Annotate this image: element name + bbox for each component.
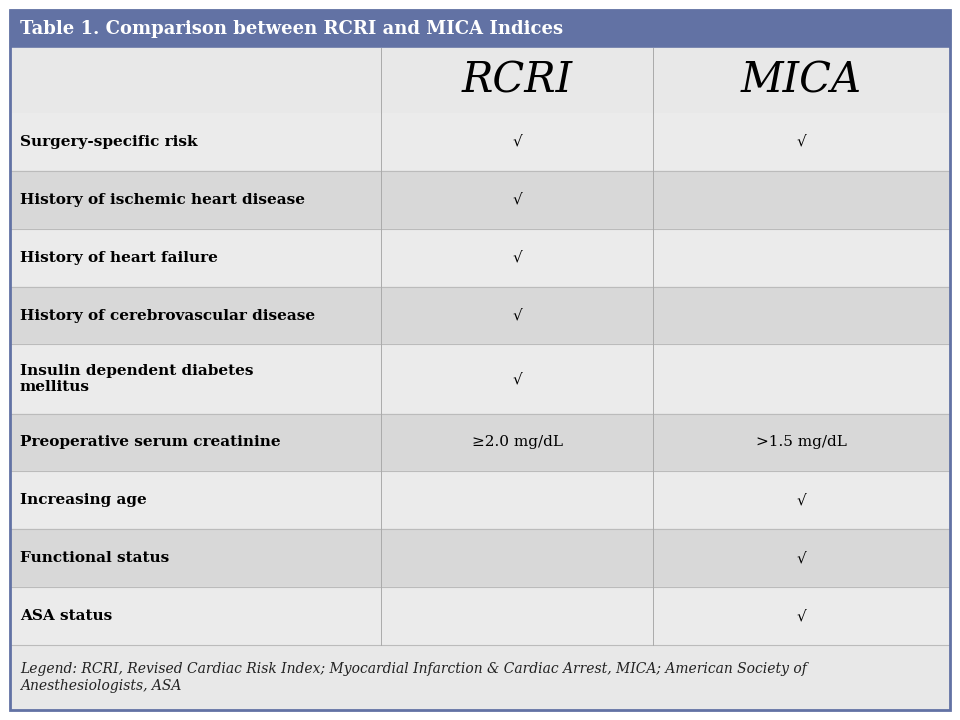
Text: >1.5 mg/dL: >1.5 mg/dL: [756, 436, 847, 449]
Text: √: √: [797, 609, 806, 623]
Text: √: √: [797, 493, 806, 508]
Text: Legend: RCRI, Revised Cardiac Risk Index; Myocardial Infarction & Cardiac Arrest: Legend: RCRI, Revised Cardiac Risk Index…: [20, 662, 806, 693]
Text: ASA status: ASA status: [20, 609, 112, 623]
Text: Preoperative serum creatinine: Preoperative serum creatinine: [20, 436, 280, 449]
Text: √: √: [512, 309, 522, 323]
Text: RCRI: RCRI: [462, 60, 572, 102]
Text: √: √: [512, 251, 522, 265]
Text: Surgery-specific risk: Surgery-specific risk: [20, 135, 198, 149]
Bar: [10, 645, 950, 710]
Bar: [10, 529, 950, 587]
Bar: [10, 413, 950, 472]
Text: History of heart failure: History of heart failure: [20, 251, 218, 265]
Text: Functional status: Functional status: [20, 552, 169, 565]
Text: √: √: [512, 372, 522, 386]
Bar: [10, 113, 950, 171]
Text: History of ischemic heart disease: History of ischemic heart disease: [20, 193, 305, 207]
Text: History of cerebrovascular disease: History of cerebrovascular disease: [20, 309, 315, 323]
Text: Increasing age: Increasing age: [20, 493, 147, 508]
Text: √: √: [512, 135, 522, 149]
Bar: [10, 171, 950, 229]
Bar: [10, 10, 950, 48]
Text: Insulin dependent diabetes
mellitus: Insulin dependent diabetes mellitus: [20, 364, 253, 394]
Text: √: √: [512, 193, 522, 207]
Text: √: √: [797, 135, 806, 149]
Bar: [10, 287, 950, 344]
Bar: [10, 344, 950, 413]
Text: MICA: MICA: [741, 60, 862, 102]
Bar: [10, 229, 950, 287]
Text: ≥2.0 mg/dL: ≥2.0 mg/dL: [471, 436, 563, 449]
Bar: [10, 48, 950, 113]
Bar: [10, 472, 950, 529]
Text: √: √: [797, 552, 806, 565]
Bar: [10, 587, 950, 645]
Text: Table 1. Comparison between RCRI and MICA Indices: Table 1. Comparison between RCRI and MIC…: [20, 20, 564, 38]
